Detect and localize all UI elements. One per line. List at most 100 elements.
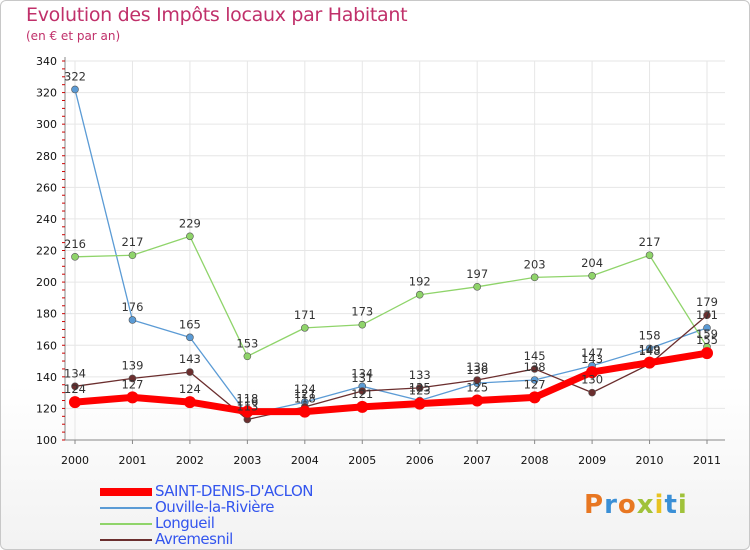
data-point: [471, 394, 484, 407]
data-label: 165: [179, 317, 201, 331]
data-label: 204: [581, 256, 603, 270]
data-point: [298, 405, 311, 418]
data-label: 179: [696, 295, 718, 309]
x-tick-label: 2010: [636, 454, 664, 467]
data-point: [183, 396, 196, 409]
legend-swatch: [100, 488, 152, 496]
data-label: 125: [466, 381, 488, 395]
data-point: [415, 290, 424, 299]
data-label: 158: [639, 328, 661, 342]
data-label: 118: [236, 392, 258, 406]
x-tick-label: 2007: [463, 454, 491, 467]
y-tick-label: 340: [36, 55, 57, 68]
data-point: [586, 366, 599, 379]
data-label: 121: [351, 387, 373, 401]
y-tick-label: 240: [36, 213, 57, 226]
data-point: [530, 273, 539, 282]
data-point: [186, 232, 194, 241]
data-label: 155: [696, 333, 718, 347]
data-point: [528, 391, 541, 404]
series-line-3: [74, 314, 708, 421]
data-point: [301, 324, 309, 332]
data-label: 124: [64, 382, 86, 396]
data-point: [128, 251, 137, 260]
data-label: 203: [524, 257, 546, 271]
data-point: [473, 376, 481, 384]
data-label: 147: [581, 346, 603, 360]
data-point: [358, 320, 367, 329]
legend-label: SAINT-DENIS-D'ACLON: [155, 482, 314, 500]
data-point: [703, 324, 711, 332]
data-label: 143: [581, 352, 603, 366]
legend-label: Longueil: [155, 514, 215, 532]
data-point: [356, 400, 369, 413]
y-tick-label: 280: [36, 150, 57, 163]
data-point: [241, 405, 254, 418]
data-point: [71, 382, 79, 391]
y-tick-label: 320: [36, 87, 57, 100]
data-label: 216: [64, 237, 86, 251]
chart-subtitle: (en € et par an): [26, 29, 121, 43]
data-point: [243, 352, 252, 361]
data-point: [530, 376, 539, 384]
data-label: 131: [351, 371, 373, 385]
data-label: 127: [121, 377, 143, 391]
data-point: [645, 251, 654, 260]
data-label: 171: [294, 308, 316, 322]
data-label: 113: [236, 399, 258, 413]
data-point: [71, 85, 79, 94]
data-label: 134: [64, 366, 86, 380]
data-point: [588, 388, 596, 397]
data-label: 176: [121, 300, 143, 314]
data-point: [128, 316, 137, 324]
legend-swatch: [100, 507, 152, 509]
data-label: 127: [524, 377, 546, 391]
data-label: 116: [236, 395, 258, 409]
series-line-0: [74, 349, 708, 416]
x-tick-label: 2005: [348, 454, 376, 467]
data-point: [588, 271, 596, 280]
data-label: 118: [294, 392, 316, 406]
data-label: 130: [581, 373, 603, 387]
y-tick-label: 220: [36, 245, 57, 258]
x-tick-label: 2011: [693, 454, 721, 467]
data-label: 125: [409, 381, 431, 395]
data-point: [413, 397, 426, 410]
data-label: 139: [121, 358, 143, 372]
data-label: 153: [236, 336, 258, 350]
data-label: 124: [179, 382, 201, 396]
x-tick-label: 2001: [118, 454, 146, 467]
y-tick-label: 160: [36, 339, 57, 352]
legend-label: Ouville-la-Rivière: [155, 498, 275, 516]
x-tick-label: 2003: [233, 454, 261, 467]
data-label: 123: [409, 384, 431, 398]
chart-title: Evolution des Impôts locaux par Habitant: [26, 4, 408, 26]
data-label: 148: [639, 344, 661, 358]
data-label: 138: [524, 360, 546, 374]
data-point: [186, 368, 194, 376]
data-label: 322: [64, 69, 86, 83]
y-tick-label: 180: [36, 308, 57, 321]
data-label: 217: [121, 235, 143, 249]
data-point: [530, 365, 539, 373]
y-tick-label: 260: [36, 181, 57, 194]
data-label: 138: [466, 360, 488, 374]
data-point: [645, 344, 654, 353]
data-label: 229: [179, 216, 201, 230]
data-label: 192: [409, 275, 431, 289]
data-point: [358, 387, 367, 395]
x-tick-label: 2008: [521, 454, 549, 467]
legend-swatch: [100, 539, 152, 541]
data-point: [701, 347, 713, 360]
data-point: [128, 374, 137, 383]
data-label: 136: [466, 363, 488, 377]
data-point: [69, 396, 81, 409]
y-tick-label: 120: [36, 402, 57, 415]
y-tick-label: 100: [36, 434, 57, 447]
x-tick-label: 2000: [61, 454, 89, 467]
data-point: [71, 253, 79, 261]
data-label: 133: [409, 368, 431, 382]
data-label: 171: [696, 308, 718, 322]
